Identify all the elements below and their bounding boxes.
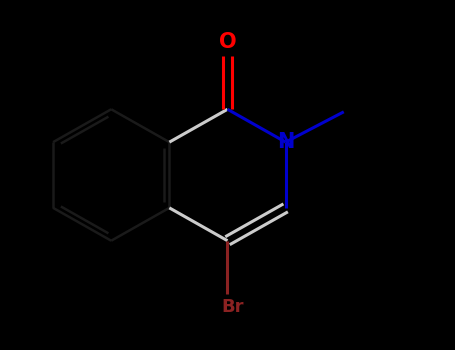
Text: Br: Br: [221, 298, 244, 316]
Text: O: O: [219, 32, 236, 52]
Text: N: N: [277, 132, 294, 152]
